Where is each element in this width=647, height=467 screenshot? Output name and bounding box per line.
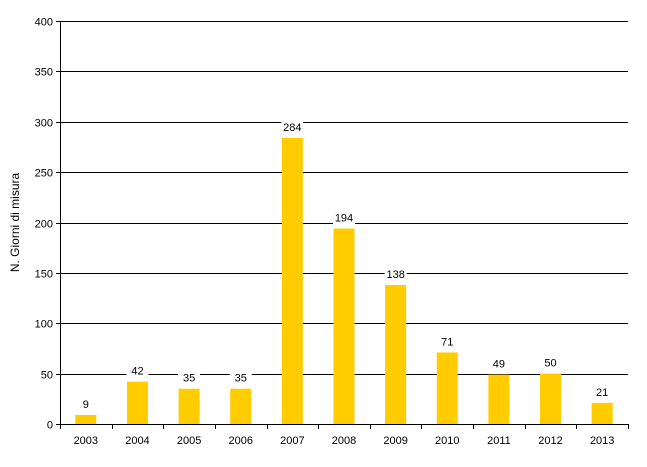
bar [488, 374, 510, 424]
x-tick-label: 2009 [383, 435, 407, 447]
x-tick-label: 2004 [125, 435, 149, 447]
data-label-bg [333, 212, 355, 225]
x-tick-label: 2013 [590, 435, 614, 447]
data-label-bg [591, 386, 614, 399]
x-tick-label: 2012 [538, 435, 562, 447]
data-label: 9 [83, 399, 89, 411]
y-tick-label: 0 [47, 420, 53, 432]
x-axis-ticks: 2003 2004 2005 2006 2007 2008 2009 2010 2011 2012… [60, 424, 629, 447]
data-label-bg [178, 372, 201, 385]
data-label: 21 [596, 387, 608, 399]
y-tick-label: 100 [35, 319, 53, 331]
x-tick-label: 2010 [435, 435, 459, 447]
y-tick-label: 250 [35, 168, 53, 180]
bar [385, 284, 407, 424]
bar [230, 388, 252, 424]
bars [75, 137, 613, 424]
data-label-bg [74, 398, 97, 411]
data-label-bg [126, 365, 149, 378]
y-tick-label: 400 [35, 17, 53, 29]
bar [540, 373, 562, 424]
data-label: 49 [493, 359, 505, 371]
data-label-bg [539, 357, 562, 370]
x-tick-label: 2006 [228, 435, 252, 447]
y-tick-label: 50 [41, 370, 53, 382]
bar [75, 414, 97, 424]
x-tick-label: 2005 [177, 435, 201, 447]
data-label-bg [487, 358, 510, 371]
data-labels: 9 42 35 35 284 194 138 71 49 50 21 [74, 121, 614, 411]
data-label: 35 [235, 373, 247, 385]
x-tick-label: 2008 [332, 435, 356, 447]
data-label-bg [281, 121, 304, 134]
y-tick-label: 200 [35, 219, 53, 231]
data-label: 35 [183, 373, 195, 385]
bar [333, 228, 355, 424]
x-tick-label: 2011 [487, 435, 511, 447]
data-label: 284 [283, 122, 301, 134]
data-label: 50 [544, 358, 556, 370]
data-label-bg [384, 268, 407, 281]
data-label-bg [436, 336, 459, 349]
data-label: 42 [131, 366, 143, 378]
bar [126, 381, 148, 424]
x-tick-label: 2007 [280, 435, 304, 447]
data-label: 71 [441, 336, 453, 348]
bar [436, 352, 458, 424]
data-label: 194 [335, 213, 353, 225]
bar [178, 388, 200, 424]
x-tick-label: 2003 [74, 435, 98, 447]
y-tick-label: 150 [35, 269, 53, 281]
bar [591, 402, 613, 424]
data-label: 138 [386, 269, 404, 281]
y-tick-label: 300 [35, 118, 53, 130]
y-tick-label: 350 [35, 67, 53, 79]
data-label-bg [229, 372, 252, 385]
bar [281, 137, 303, 424]
y-axis-ticks: 0 50 100 150 200 250 300 350 400 [35, 17, 60, 432]
y-axis-label: N. Giorni di misura [8, 172, 22, 272]
